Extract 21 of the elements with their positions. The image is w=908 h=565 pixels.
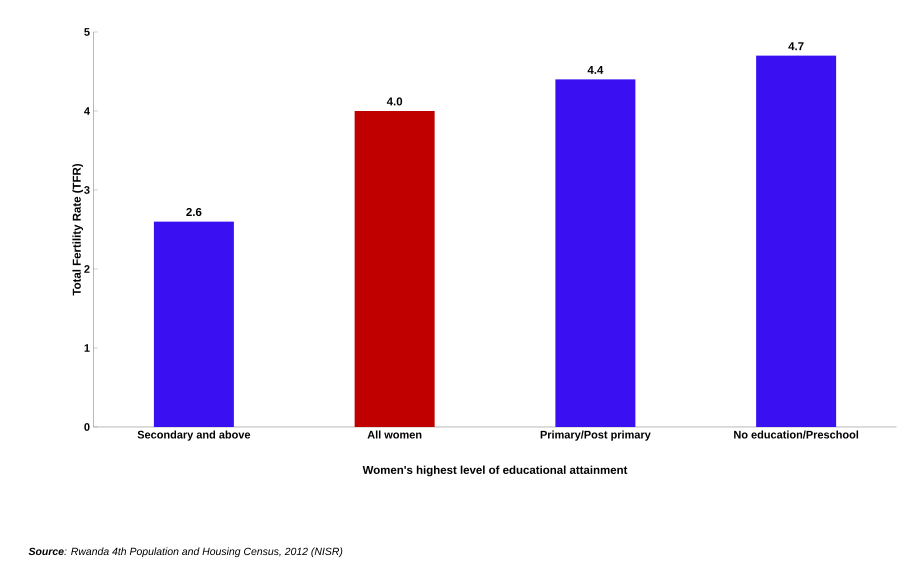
x-tick-label: No education/Preschool — [734, 430, 858, 439]
data-label: 4.4 — [588, 66, 604, 74]
bar — [354, 110, 435, 427]
y-tick-label: 3 — [84, 186, 90, 194]
x-tick-label: Primary/Post primary — [540, 430, 651, 441]
y-tick-label: 4 — [84, 107, 90, 115]
x-tick-label: Secondary and above — [138, 430, 250, 441]
x-axis-title: Women's highest level of educational attainment — [362, 466, 628, 476]
x-tick-label: All women — [368, 430, 422, 439]
data-label: 4.0 — [386, 97, 402, 106]
data-label: 4.7 — [788, 42, 804, 50]
y-tick-label: 0 — [84, 423, 90, 431]
bar — [154, 222, 234, 427]
y-axis-title: Total Fertility Rate (TFR) — [72, 164, 84, 296]
bar — [555, 79, 636, 427]
text: Source: Rwanda 4th Population and Housing Census, 2012 (NISR) — [28, 547, 342, 558]
y-tick-label: 1 — [84, 344, 90, 352]
data-label: 2.6 — [186, 208, 202, 216]
y-tick-label: 2 — [84, 265, 90, 273]
y-tick-label: 5 — [84, 28, 90, 36]
bar — [756, 56, 836, 427]
